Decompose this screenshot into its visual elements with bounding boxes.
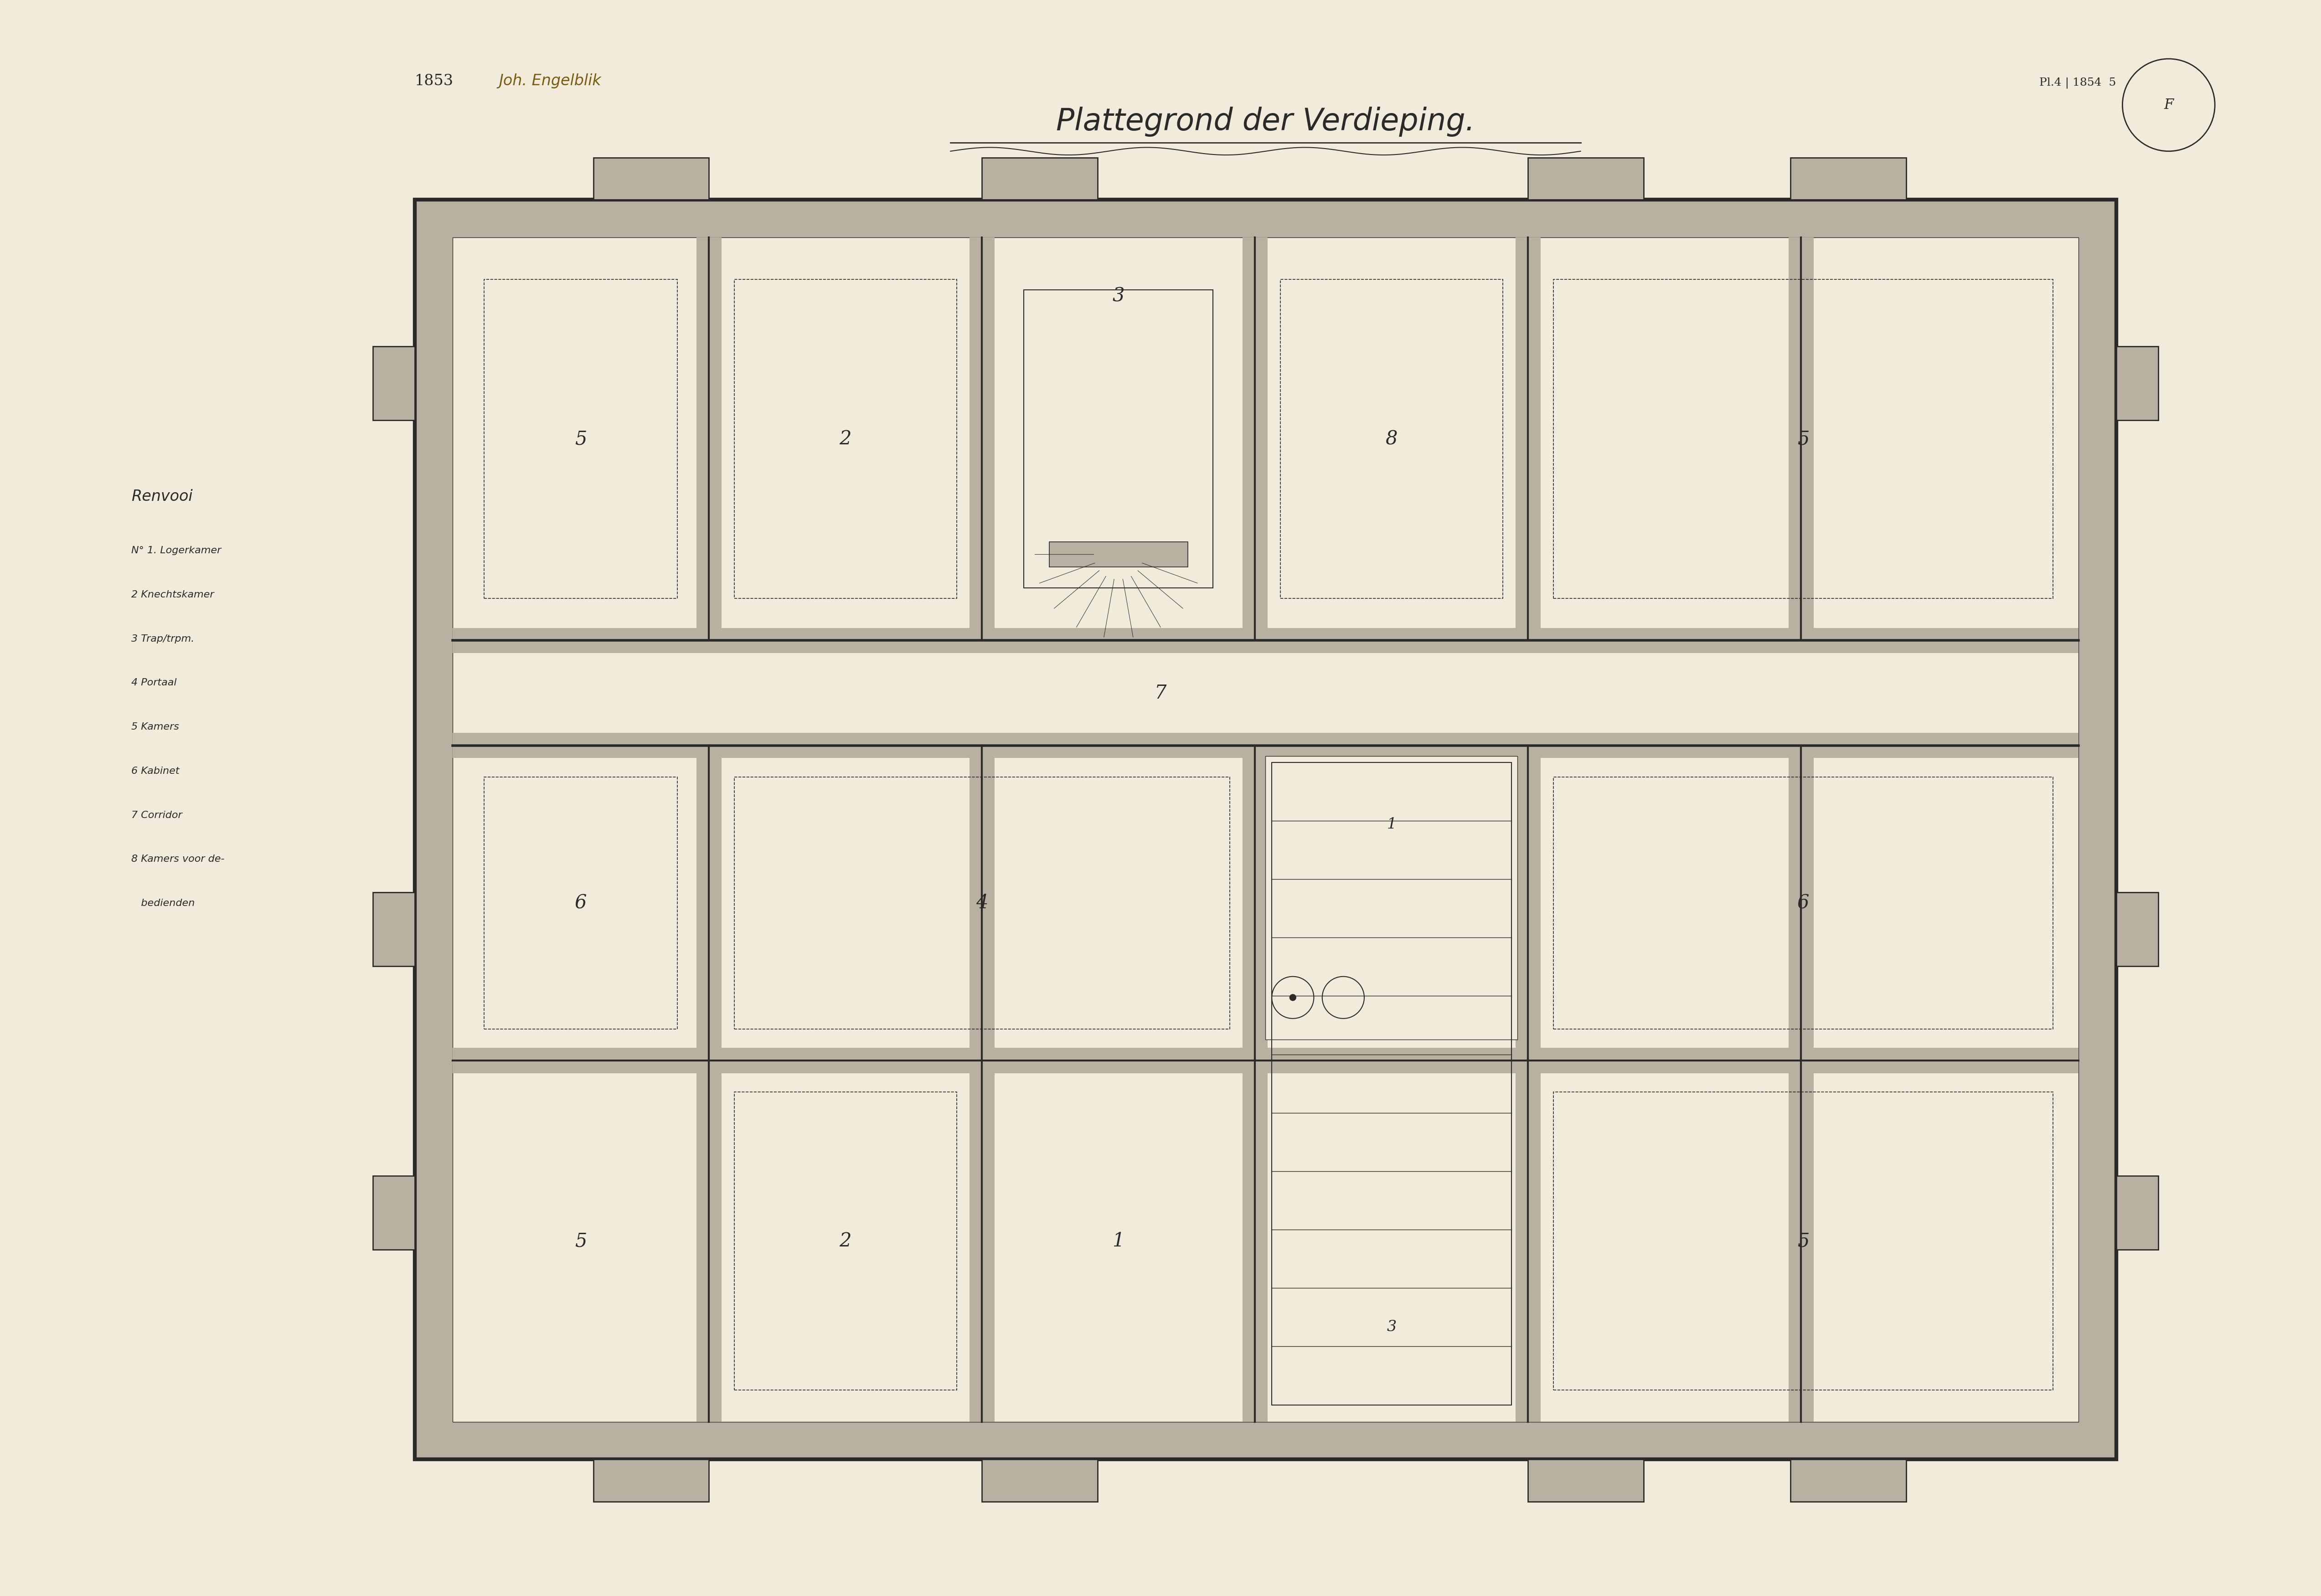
- Bar: [1553, 1092, 2054, 1390]
- Bar: [594, 158, 708, 200]
- Bar: [733, 1092, 956, 1390]
- Bar: [453, 627, 2077, 653]
- Text: 1853: 1853: [415, 73, 453, 88]
- Bar: [1527, 158, 1643, 200]
- Text: 2: 2: [840, 429, 852, 448]
- Text: 5: 5: [576, 1232, 587, 1251]
- Bar: [733, 777, 1230, 1029]
- Text: 8 Kamers voor de-: 8 Kamers voor de-: [132, 855, 225, 863]
- Bar: [453, 238, 2077, 1422]
- Text: 2 Knechtskamer: 2 Knechtskamer: [132, 591, 214, 598]
- Text: 8: 8: [1386, 429, 1397, 448]
- Text: 3: 3: [1112, 287, 1126, 306]
- Bar: [996, 1073, 1242, 1409]
- Bar: [1242, 238, 1267, 640]
- Bar: [374, 346, 415, 420]
- Text: 1: 1: [1386, 817, 1397, 832]
- Text: Pl.4 | 1854  5: Pl.4 | 1854 5: [2040, 77, 2117, 88]
- Bar: [1267, 1073, 1516, 1409]
- Bar: [453, 1049, 2077, 1073]
- Bar: [1541, 1073, 2066, 1409]
- Bar: [415, 200, 2117, 1459]
- Text: 3 Trap/trpm.: 3 Trap/trpm.: [132, 634, 195, 643]
- Bar: [696, 238, 722, 640]
- Text: 5: 5: [1796, 429, 1810, 448]
- Bar: [485, 279, 678, 598]
- Bar: [2117, 892, 2159, 966]
- Bar: [1272, 763, 1511, 1404]
- Bar: [464, 758, 696, 1049]
- Bar: [696, 745, 722, 1422]
- Text: N° 1. Logerkamer: N° 1. Logerkamer: [132, 546, 220, 555]
- Bar: [1267, 758, 1516, 1049]
- Bar: [1281, 279, 1504, 598]
- Bar: [996, 251, 1242, 627]
- Text: 3: 3: [1386, 1320, 1397, 1334]
- Text: 1: 1: [1112, 1232, 1126, 1251]
- Bar: [1049, 541, 1188, 567]
- Text: 6: 6: [576, 894, 587, 913]
- Bar: [2117, 346, 2159, 420]
- Text: Plattegrond der Verdieping.: Plattegrond der Verdieping.: [1056, 107, 1474, 137]
- Bar: [970, 745, 996, 1422]
- Text: F: F: [2163, 97, 2172, 112]
- Text: bedienden: bedienden: [132, 899, 195, 908]
- Bar: [1789, 745, 1813, 1422]
- Bar: [464, 1073, 696, 1409]
- Bar: [464, 653, 2066, 733]
- Bar: [374, 892, 415, 966]
- Circle shape: [1290, 994, 1295, 1001]
- Bar: [722, 1073, 970, 1409]
- Bar: [2117, 1176, 2159, 1250]
- Text: 4 Portaal: 4 Portaal: [132, 678, 176, 688]
- Bar: [982, 158, 1098, 200]
- Bar: [1024, 290, 1214, 587]
- Text: 7 Corridor: 7 Corridor: [132, 811, 183, 820]
- Bar: [594, 1459, 708, 1502]
- Text: 6: 6: [1796, 894, 1810, 913]
- Text: 6 Kabinet: 6 Kabinet: [132, 766, 179, 776]
- Bar: [464, 251, 696, 627]
- Bar: [485, 777, 678, 1029]
- Bar: [1516, 238, 1541, 640]
- Bar: [970, 238, 996, 640]
- Text: Renvooi: Renvooi: [132, 488, 193, 504]
- Bar: [1265, 757, 1518, 1039]
- Bar: [1267, 251, 1516, 627]
- Bar: [1541, 251, 2066, 627]
- Bar: [1789, 158, 1906, 200]
- Bar: [1789, 1459, 1906, 1502]
- Bar: [453, 733, 2077, 758]
- Bar: [1516, 745, 1541, 1422]
- Text: Joh. Engelblik: Joh. Engelblik: [499, 73, 601, 88]
- Text: 5 Kamers: 5 Kamers: [132, 723, 179, 731]
- Bar: [1541, 758, 2066, 1049]
- Bar: [1242, 745, 1267, 1422]
- Text: 4: 4: [975, 894, 989, 913]
- Bar: [982, 1459, 1098, 1502]
- Bar: [722, 251, 970, 627]
- Bar: [1553, 279, 2054, 598]
- Bar: [374, 1176, 415, 1250]
- Text: 5: 5: [1796, 1232, 1810, 1251]
- Text: 5: 5: [576, 429, 587, 448]
- Bar: [722, 758, 1242, 1049]
- Bar: [1553, 777, 2054, 1029]
- Text: 2: 2: [840, 1232, 852, 1251]
- Text: 7: 7: [1154, 683, 1167, 702]
- Bar: [1789, 238, 1813, 640]
- Bar: [733, 279, 956, 598]
- Bar: [1527, 1459, 1643, 1502]
